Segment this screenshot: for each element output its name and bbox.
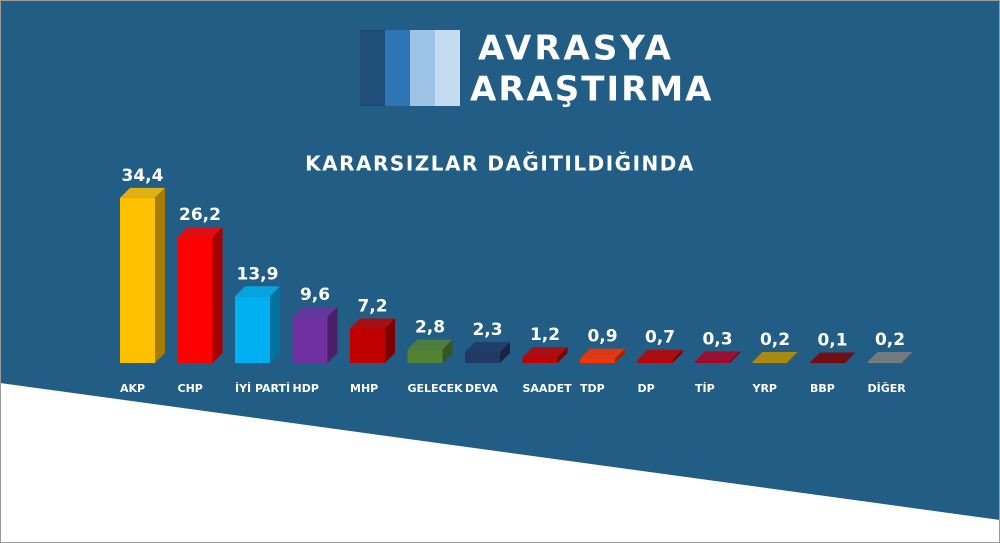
bar-top [580,348,625,359]
x-tick-label: DEVA [465,382,498,395]
bar-top [867,352,913,363]
chart-title: KARARSIZLAR DAĞITILDIĞINDA [305,152,695,176]
bar [522,357,558,363]
value-label: 2,3 [472,320,502,340]
value-label: 1,2 [530,325,560,345]
x-tick-label: SAADET [523,382,573,395]
bar [235,296,270,363]
bar-top [120,187,165,198]
value-label: 9,6 [300,285,330,305]
value-label: 0,9 [587,327,617,347]
bar-side [500,341,510,363]
x-tick-label: AKP [120,382,145,395]
bar-side [615,348,625,363]
bar-side [212,227,223,363]
value-label: 0,2 [760,330,790,350]
x-tick-label: YRP [752,382,778,395]
x-tick-label: TİP [695,381,715,395]
bar [407,349,443,363]
value-label: 2,8 [415,318,445,338]
bar-side [845,352,855,363]
bar-side [787,352,798,363]
value-label: 0,2 [875,330,905,350]
bar [867,362,903,363]
bar-side [672,349,683,363]
x-tick-label: İYİ PARTİ [235,381,290,395]
bar-top [465,341,510,352]
bar [465,351,500,363]
bar [177,237,213,363]
bar-top [235,286,280,297]
value-label: 13,9 [237,264,279,284]
bar-side [902,352,913,363]
logo-block [385,30,410,106]
value-label: 0,7 [645,328,675,348]
bar [752,362,788,363]
value-label: 7,2 [357,296,387,316]
logo-block [435,30,460,106]
x-tick-label: CHP [178,382,203,395]
bar [292,316,328,363]
bar-side [327,306,338,363]
x-tick-label: MHP [350,382,378,395]
x-tick-label: GELECEK [408,382,464,395]
bar [580,358,615,363]
bar-top [637,349,683,360]
bar [120,197,155,363]
bar-side [385,318,395,363]
logo-block [360,30,385,106]
bar [350,328,385,363]
value-label: 0,1 [817,331,847,351]
bar-top [292,306,338,317]
bar-top [407,339,453,350]
x-tick-label: DİĞER [868,381,907,395]
x-tick-label: BBP [810,382,835,395]
bar-side [557,347,568,363]
bar-side [730,351,740,363]
white-wedge [0,383,1000,543]
logo-block [410,30,435,106]
bar-top [752,352,798,363]
bar-top [350,318,395,329]
value-label: 26,2 [179,205,221,225]
bar [637,359,673,363]
bar-top [810,352,855,363]
bar [695,361,730,363]
bar-top [695,351,740,362]
x-tick-label: HDP [293,382,319,395]
logo-text: AVRASYA [478,29,674,69]
bar-side [442,339,453,363]
bar-side [270,286,280,363]
x-tick-label: DP [638,382,655,395]
bar-side [155,187,165,363]
x-tick-label: TDP [580,382,605,395]
value-label: 0,3 [702,330,732,350]
bar-top [177,227,223,238]
bar-top [522,347,568,358]
logo-text: ARAŞTIRMA [470,70,713,110]
value-label: 34,4 [122,166,164,186]
